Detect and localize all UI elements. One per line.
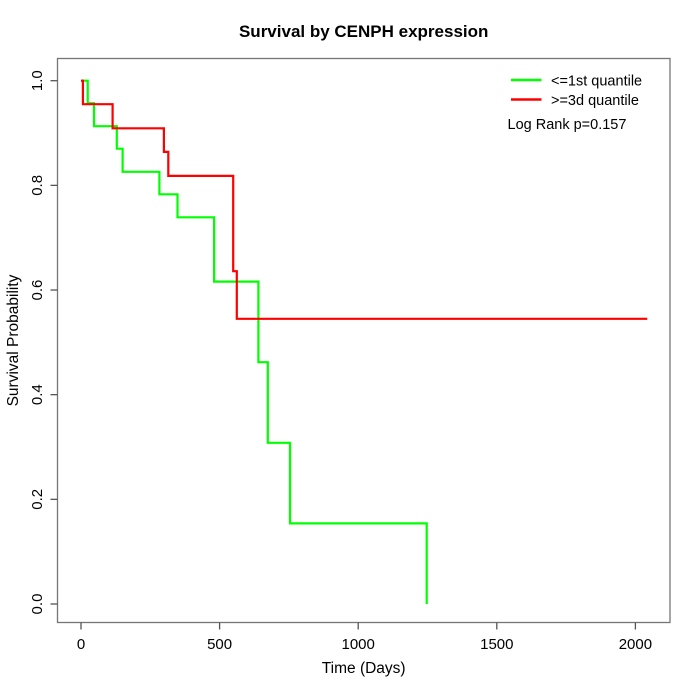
x-axis-tick-label: 500 [207, 636, 232, 653]
y-axis-tick-label: 0.2 [29, 489, 46, 510]
x-axis-tick-label: 0 [77, 636, 85, 653]
y-axis-tick-label: 1.0 [29, 70, 46, 91]
y-axis-tick-label: 0.8 [29, 175, 46, 196]
axis-ticks-layer: 0 500 1000 1500 2000 0.0 0.2 0.4 0.6 0.8 1.0 [29, 70, 652, 653]
log-rank-pvalue-text: Log Rank p=0.157 [508, 117, 627, 133]
x-axis-label: Time (Days) [322, 660, 406, 677]
survival-curve-first-quantile [81, 79, 428, 604]
survival-curves-layer [81, 79, 648, 604]
plot-box-layer [56, 57, 671, 624]
plot-box [56, 57, 671, 624]
x-axis-tick-label: 2000 [619, 636, 652, 653]
x-axis-tick-label: 1000 [342, 636, 375, 653]
legend-swatch-layer [511, 78, 542, 101]
y-axis-tick-label: 0.4 [29, 384, 46, 405]
y-axis-tick-label: 0.6 [29, 280, 46, 301]
survival-curve-third-quantile [81, 79, 648, 320]
legend-label-first-quantile: <=1st quantile [551, 74, 642, 90]
y-axis-label: Survival Probability [5, 274, 22, 406]
x-axis-tick-label: 1500 [480, 636, 513, 653]
y-axis-tick-label: 0.0 [29, 594, 46, 615]
chart-title: Survival by CENPH expression [239, 22, 488, 41]
legend-label-third-quantile: >=3d quantile [551, 93, 639, 109]
